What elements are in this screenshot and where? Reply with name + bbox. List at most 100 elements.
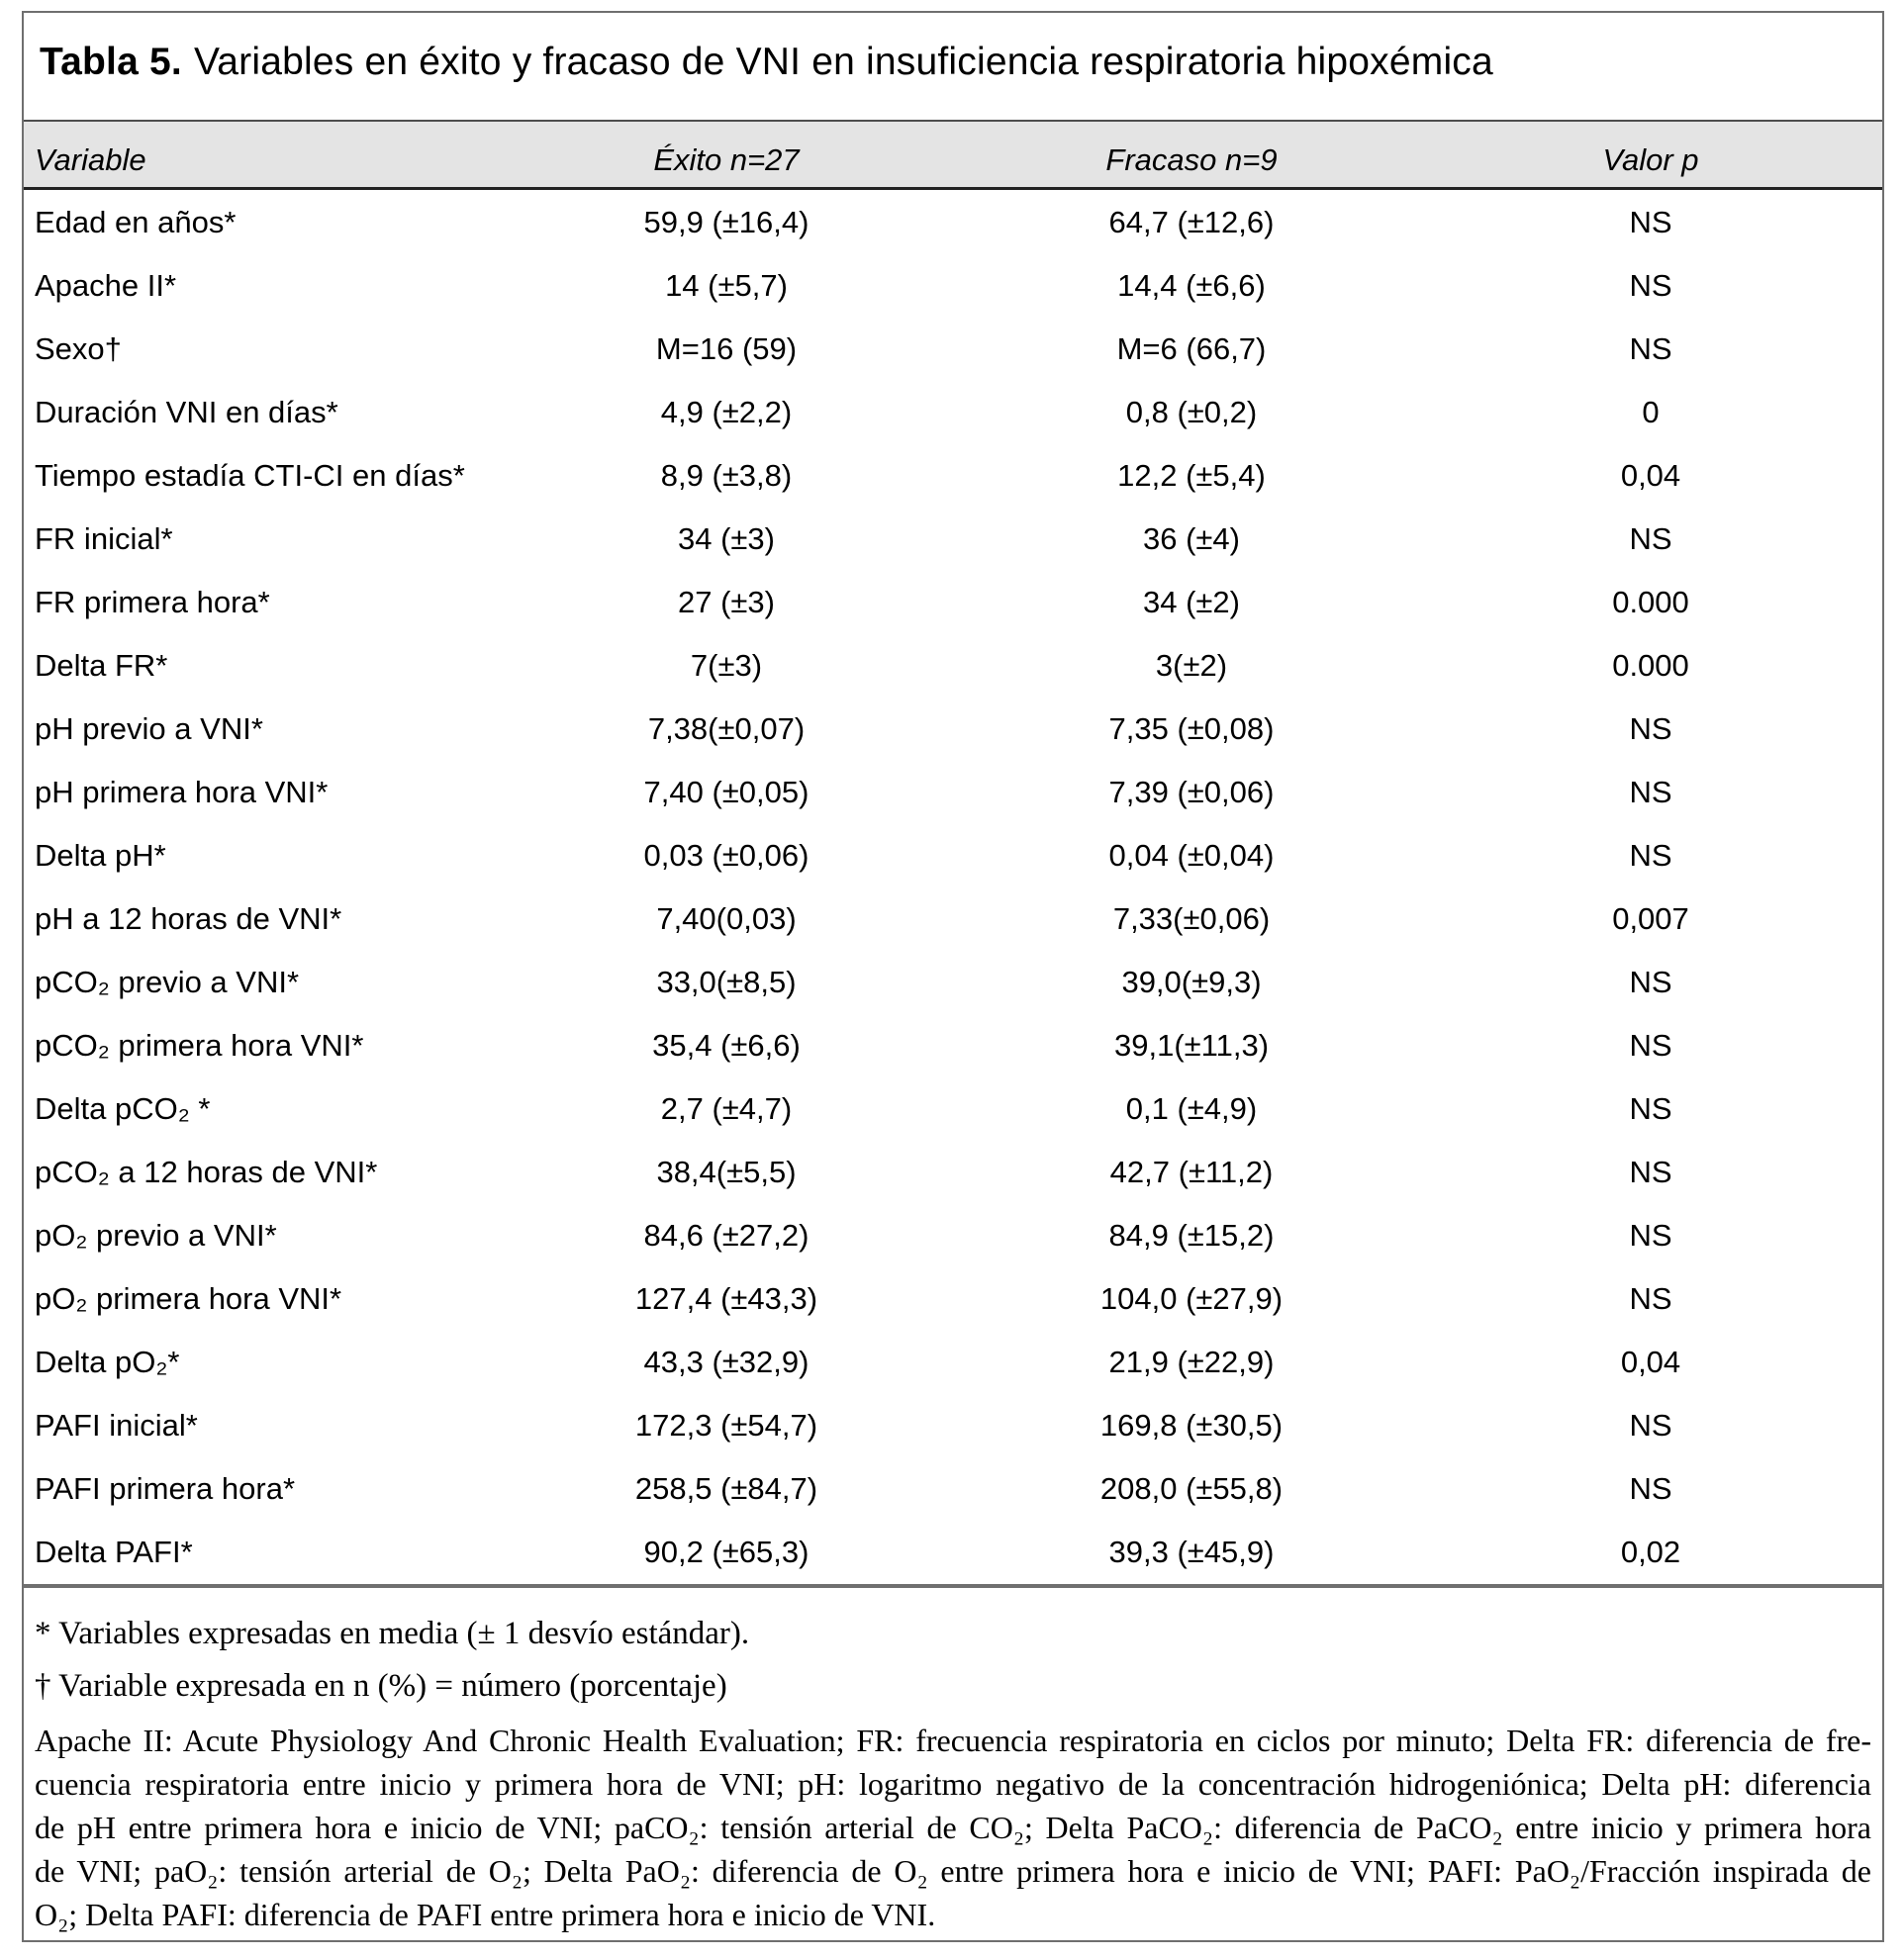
table-row: FR primera hora* 27 (±3) 34 (±2) 0.000 — [24, 571, 1882, 634]
cell-exito: 7,38(±0,07) — [647, 711, 806, 746]
table-row: Edad en años* 59,9 (±16,4) 64,7 (±12,6) NS — [24, 191, 1882, 254]
table-row: pH a 12 horas de VNI* 7,40(0,03) 7,33(±0,0… — [24, 887, 1882, 951]
cell-variable: FR primera hora* — [35, 585, 270, 619]
cell-variable: PAFI inicial* — [35, 1408, 198, 1443]
cell-valor-p: NS — [1629, 331, 1672, 366]
cell-valor-p: NS — [1629, 775, 1672, 809]
cell-exito: 127,4 (±43,3) — [634, 1281, 818, 1316]
cell-valor-p: NS — [1629, 1471, 1672, 1506]
table-row: pH primera hora VNI* 7,40 (±0,05) 7,39 (±0… — [24, 761, 1882, 824]
table-title: Tabla 5. Variables en éxito y fracaso de … — [40, 41, 1493, 84]
cell-fracaso: 208,0 (±55,8) — [1099, 1471, 1284, 1506]
cell-exito: 172,3 (±54,7) — [634, 1408, 818, 1443]
table-row: Delta pCO₂ * 2,7 (±4,7) 0,1 (±4,9) NS — [24, 1077, 1882, 1141]
cell-valor-p: NS — [1629, 1155, 1672, 1189]
cell-fracaso: 39,0(±9,3) — [1121, 965, 1262, 999]
cell-valor-p: NS — [1629, 1091, 1672, 1126]
cell-fracaso: 0,04 (±0,04) — [1108, 838, 1275, 873]
table-row: pCO₂ primera hora VNI* 35,4 (±6,6) 39,1(±1… — [24, 1014, 1882, 1077]
cell-exito: 33,0(±8,5) — [656, 965, 797, 999]
cell-valor-p: 0.000 — [1612, 648, 1689, 683]
cell-valor-p: 0,007 — [1612, 901, 1689, 936]
cell-fracaso: 104,0 (±27,9) — [1099, 1281, 1284, 1316]
cell-exito: 90,2 (±65,3) — [643, 1535, 809, 1569]
cell-variable: Apache II* — [35, 268, 177, 303]
cell-fracaso: 21,9 (±22,9) — [1108, 1345, 1275, 1379]
cell-exito: M=16 (59) — [655, 331, 798, 366]
cell-variable: pO₂ previo a VNI* — [35, 1218, 277, 1253]
column-header-fracaso: Fracaso n=9 — [1105, 142, 1278, 177]
table-bottom-rule — [24, 1584, 1882, 1588]
cell-fracaso: 14,4 (±6,6) — [1117, 268, 1266, 303]
cell-valor-p: NS — [1629, 965, 1672, 999]
cell-exito: 34 (±3) — [678, 521, 775, 556]
cell-valor-p: NS — [1629, 1028, 1672, 1063]
cell-variable: pH a 12 horas de VNI* — [35, 901, 342, 936]
cell-variable: Delta pCO₂ * — [35, 1091, 211, 1126]
column-header-exito: Éxito n=27 — [653, 142, 800, 177]
cell-fracaso: 64,7 (±12,6) — [1108, 205, 1275, 239]
table-row: FR inicial* 34 (±3) 36 (±4) NS — [24, 508, 1882, 571]
cell-fracaso: 0,8 (±0,2) — [1125, 395, 1258, 429]
cell-valor-p: NS — [1629, 1408, 1672, 1443]
cell-exito: 7,40 (±0,05) — [643, 775, 809, 809]
cell-fracaso: 42,7 (±11,2) — [1109, 1155, 1274, 1189]
cell-fracaso: 39,1(±11,3) — [1113, 1028, 1270, 1063]
cell-valor-p: 0 — [1642, 395, 1660, 429]
cell-fracaso: 36 (±4) — [1143, 521, 1240, 556]
column-header-variable: Variable — [35, 142, 146, 177]
cell-valor-p: 0,02 — [1620, 1535, 1681, 1569]
cell-fracaso: 34 (±2) — [1143, 585, 1240, 619]
cell-exito: 38,4(±5,5) — [656, 1155, 797, 1189]
table-row: Delta pH* 0,03 (±0,06) 0,04 (±0,04) NS — [24, 824, 1882, 887]
table-row: PAFI primera hora* 258,5 (±84,7) 208,0 (±5… — [24, 1457, 1882, 1521]
abbreviation-line: de VNI; paO₂: tensión arterial de O₂; De… — [35, 1853, 1871, 1889]
cell-fracaso: M=6 (66,7) — [1116, 331, 1267, 366]
cell-variable: Duración VNI en días* — [35, 395, 338, 429]
cell-exito: 84,6 (±27,2) — [643, 1218, 809, 1253]
cell-exito: 8,9 (±3,8) — [660, 458, 793, 493]
cell-exito: 14 (±5,7) — [665, 268, 788, 303]
cell-exito: 7,40(0,03) — [656, 901, 797, 936]
table-row: Duración VNI en días* 4,9 (±2,2) 0,8 (±0,2… — [24, 381, 1882, 444]
footnote-dagger: † Variable expresada en n (%) = número (… — [35, 1668, 727, 1704]
footnotes: * Variables expresadas en media (± 1 des… — [35, 1608, 1871, 1936]
cell-valor-p: 0.000 — [1612, 585, 1689, 619]
cell-valor-p: NS — [1629, 521, 1672, 556]
cell-variable: Tiempo estadía CTI-CI en días* — [35, 458, 465, 493]
table-row: Delta PAFI* 90,2 (±65,3) 39,3 (±45,9) 0,02 — [24, 1521, 1882, 1584]
cell-valor-p: NS — [1629, 838, 1672, 873]
cell-valor-p: NS — [1629, 1218, 1672, 1253]
cell-fracaso: 39,3 (±45,9) — [1108, 1535, 1275, 1569]
cell-variable: Delta pO₂* — [35, 1345, 180, 1379]
cell-valor-p: NS — [1629, 711, 1672, 746]
cell-fracaso: 3(±2) — [1155, 648, 1228, 683]
table-row: Sexo† M=16 (59) M=6 (66,7) NS — [24, 318, 1882, 381]
cell-variable: Edad en años* — [35, 205, 237, 239]
cell-variable: pH primera hora VNI* — [35, 775, 329, 809]
abbreviation-line: cuencia respiratoria entre inicio y prim… — [35, 1766, 1871, 1802]
cell-exito: 0,03 (±0,06) — [643, 838, 809, 873]
cell-variable: FR inicial* — [35, 521, 173, 556]
table-row: Delta pO₂* 43,3 (±32,9) 21,9 (±22,9) 0,04 — [24, 1331, 1882, 1394]
cell-variable: Delta PAFI* — [35, 1535, 193, 1569]
cell-exito: 59,9 (±16,4) — [643, 205, 809, 239]
table-row: Delta FR* 7(±3) 3(±2) 0.000 — [24, 634, 1882, 698]
abbreviation-line: O₂; Delta PAFI: diferencia de PAFI entre… — [35, 1897, 936, 1932]
cell-exito: 258,5 (±84,7) — [634, 1471, 818, 1506]
cell-exito: 43,3 (±32,9) — [643, 1345, 809, 1379]
footnote-star: * Variables expresadas en media (± 1 des… — [35, 1616, 750, 1651]
cell-variable: pCO₂ a 12 horas de VNI* — [35, 1155, 378, 1189]
cell-valor-p: 0,04 — [1620, 458, 1681, 493]
cell-variable: pO₂ primera hora VNI* — [35, 1281, 342, 1316]
cell-variable: pCO₂ previo a VNI* — [35, 965, 300, 999]
footnote-abbreviations: Apache II: Acute Physiology And Chronic … — [35, 1719, 1871, 1936]
table-row: Apache II* 14 (±5,7) 14,4 (±6,6) NS — [24, 254, 1882, 318]
cell-valor-p: NS — [1629, 205, 1672, 239]
table-caption: Variables en éxito y fracaso de VNI en i… — [193, 41, 1493, 83]
cell-valor-p: NS — [1629, 268, 1672, 303]
abbreviation-line: de pH entre primera hora e inicio de VNI… — [35, 1810, 1871, 1845]
cell-variable: Delta FR* — [35, 648, 168, 683]
cell-variable: pH previo a VNI* — [35, 711, 263, 746]
table-row: PAFI inicial* 172,3 (±54,7) 169,8 (±30,5) N… — [24, 1394, 1882, 1457]
